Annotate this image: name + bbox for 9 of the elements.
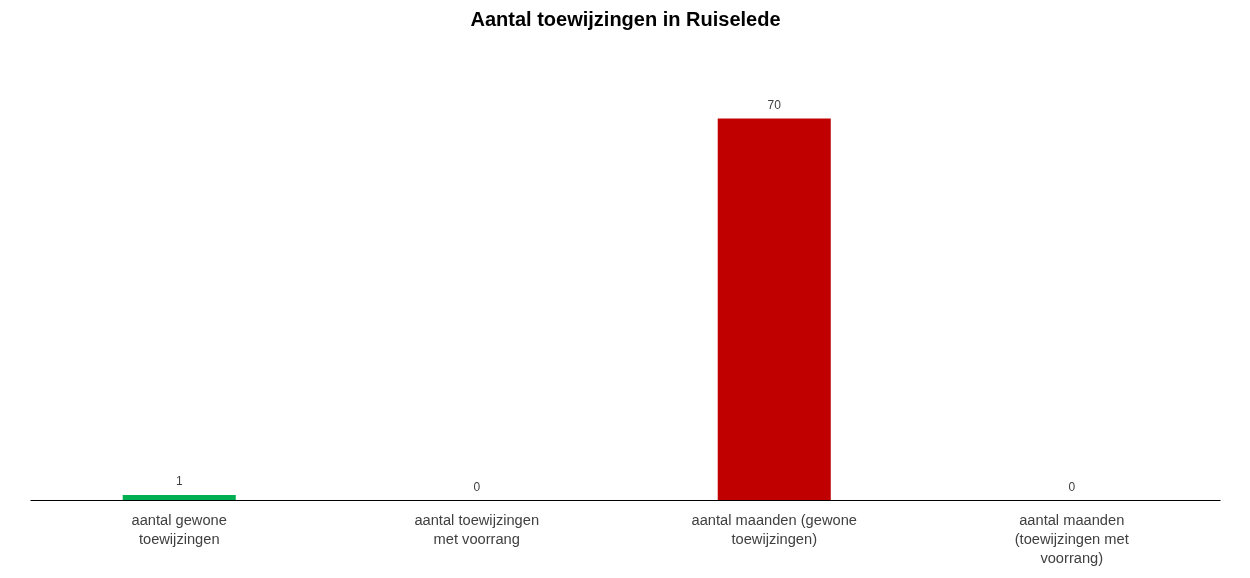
- data-label: 1: [175, 474, 183, 489]
- x-tick-label: aantal maanden (toewijzingen met voorrang): [1014, 511, 1129, 566]
- data-label: 0: [1068, 479, 1076, 494]
- chart-title: Aantal toewijzingen in Ruiselede: [470, 7, 781, 30]
- data-label: 0: [473, 479, 481, 494]
- data-label: 70: [767, 97, 782, 112]
- x-tick-label: aantal gewone toewijzingen: [131, 511, 227, 547]
- x-tick-label: aantal maanden (gewone toewijzingen): [691, 511, 857, 547]
- x-tick-label: aantal toewijzingen met voorrang: [414, 511, 540, 547]
